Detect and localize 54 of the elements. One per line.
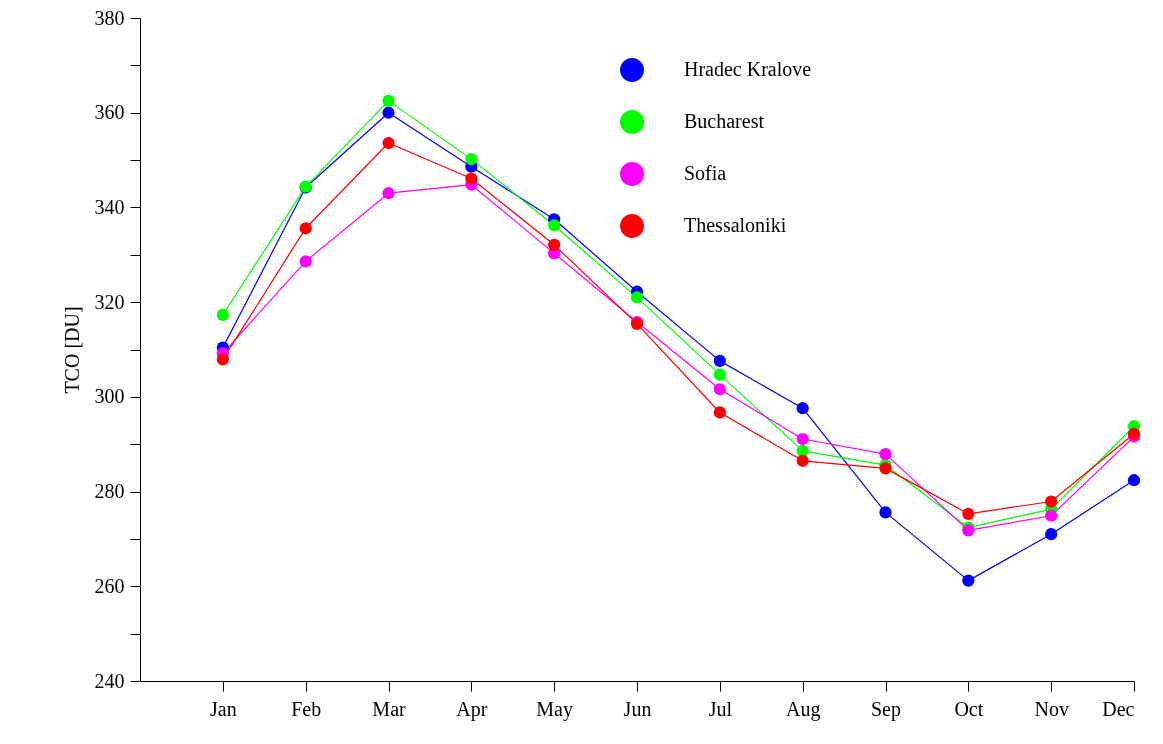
y-tick-label: 280 bbox=[94, 480, 125, 503]
point bbox=[465, 172, 478, 185]
point bbox=[713, 368, 726, 381]
point bbox=[299, 222, 312, 235]
x-tick-label: Apr bbox=[456, 697, 488, 721]
x-tick-label: Aug bbox=[785, 697, 821, 721]
point bbox=[879, 506, 892, 519]
point bbox=[299, 255, 312, 268]
point bbox=[548, 238, 561, 251]
point bbox=[1045, 495, 1058, 508]
y-tick-label: 240 bbox=[94, 669, 125, 692]
point bbox=[216, 353, 229, 366]
legend-label: Hradec Kralove bbox=[684, 58, 812, 80]
point bbox=[382, 187, 395, 200]
point bbox=[630, 291, 644, 304]
x-tick-label: Sep bbox=[871, 697, 901, 721]
y-tick-label: 260 bbox=[94, 574, 125, 597]
legend-label: Bucharest bbox=[684, 110, 765, 132]
y-tick-label: 380 bbox=[94, 6, 125, 29]
point bbox=[1127, 474, 1141, 487]
x-tick-label: Jun bbox=[623, 697, 652, 720]
point bbox=[879, 448, 892, 461]
legend-label: Sofia bbox=[684, 162, 727, 184]
y-tick-label: 360 bbox=[94, 101, 125, 124]
point bbox=[796, 432, 809, 446]
x-tick-label: Oct bbox=[954, 697, 984, 720]
x-tick-label: Jan bbox=[210, 697, 237, 720]
point bbox=[382, 94, 395, 107]
x-tick-label: May bbox=[536, 697, 573, 721]
x-tick-label: Feb bbox=[291, 697, 322, 720]
x-tick-label: Dec bbox=[1102, 697, 1135, 720]
point bbox=[796, 402, 809, 415]
point bbox=[465, 153, 478, 166]
point bbox=[382, 106, 395, 119]
y-axis-title: TCO [DU] bbox=[60, 306, 83, 394]
point bbox=[713, 406, 726, 419]
y-tick-label: 300 bbox=[94, 385, 125, 408]
point bbox=[1045, 509, 1058, 522]
point bbox=[548, 219, 561, 232]
point bbox=[796, 454, 809, 467]
legend-label: Thessaloniki bbox=[684, 214, 787, 236]
y-tick-label: 340 bbox=[94, 195, 125, 218]
point bbox=[879, 462, 892, 475]
point bbox=[382, 136, 395, 150]
point bbox=[713, 383, 726, 396]
point bbox=[713, 354, 726, 367]
point bbox=[962, 574, 975, 587]
y-tick-label: 320 bbox=[94, 290, 125, 313]
point bbox=[1045, 528, 1058, 541]
point bbox=[962, 507, 975, 520]
x-tick-label: Jul bbox=[708, 697, 733, 720]
x-tick-label: Nov bbox=[1034, 697, 1069, 720]
x-tick-label: Mar bbox=[372, 697, 406, 720]
point bbox=[216, 308, 229, 322]
